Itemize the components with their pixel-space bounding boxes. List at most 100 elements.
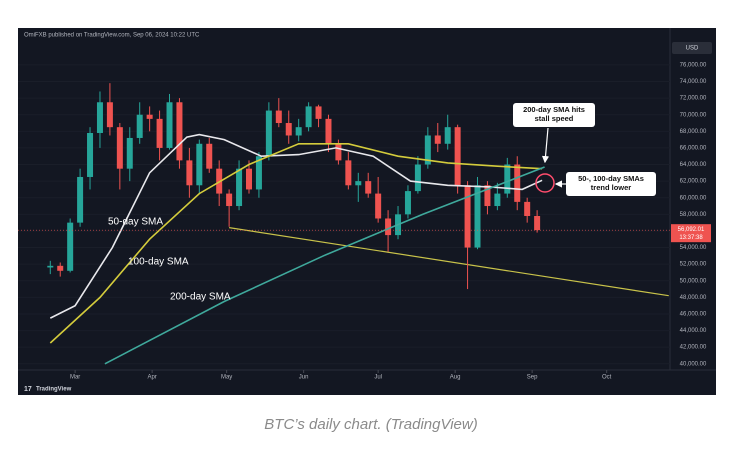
x-tick-label: Jul — [374, 375, 382, 381]
candle-body — [196, 143, 203, 186]
candle-body — [385, 218, 392, 236]
candle-body — [136, 114, 143, 138]
annotation-text: stall speed — [535, 114, 574, 123]
y-tick-label: 68,000.00 — [680, 129, 707, 135]
candle-body — [57, 265, 64, 271]
annotation-arrow — [541, 127, 550, 164]
y-tick-label: 70,000.00 — [680, 112, 707, 118]
candle-body — [176, 102, 183, 161]
y-tick-label: 60,000.00 — [680, 195, 707, 201]
candle-body — [484, 185, 491, 207]
candle-body — [146, 114, 153, 119]
candle-body — [305, 106, 312, 128]
y-tick-label: 62,000.00 — [680, 179, 707, 185]
x-tick-label: Mar — [70, 375, 80, 381]
candle-body — [206, 143, 213, 169]
candle-body — [464, 185, 471, 248]
candle-body — [375, 193, 382, 219]
sma-line — [49, 143, 543, 344]
header: OmiFXB published on TradingView.com, Sep… — [24, 33, 200, 39]
candle-body — [275, 110, 282, 124]
x-tick-label: Apr — [147, 375, 156, 381]
candle-body — [534, 216, 541, 231]
y-tick-label: 64,000.00 — [680, 162, 707, 168]
x-tick-label: Aug — [450, 375, 461, 381]
last-price-box — [671, 224, 711, 243]
series-label: 50-day SMA — [108, 217, 163, 228]
x-tick-label: May — [221, 375, 232, 381]
currency: USD — [686, 46, 699, 52]
annotation-text: trend lower — [591, 183, 632, 192]
caption: BTC’s daily chart. (TradingView) — [264, 416, 477, 433]
y-tick-label: 48,000.00 — [680, 295, 707, 301]
chart-background — [18, 28, 716, 395]
last-price-label: 56,092.01 — [678, 227, 705, 233]
candle-body — [325, 118, 332, 144]
currency-badge — [672, 42, 712, 54]
candle-body — [156, 118, 163, 148]
y-tick-label: 54,000.00 — [680, 245, 707, 251]
y-tick-label: 40,000.00 — [680, 361, 707, 367]
annotation-text: 200-day SMA hits — [523, 105, 585, 114]
annotation-text: 50-, 100-day SMAs — [578, 174, 644, 183]
logo: 17 — [24, 386, 32, 393]
series-label: 100-day SMA — [128, 257, 189, 268]
candle-body — [514, 164, 521, 202]
candle-body — [96, 102, 103, 133]
candle-body — [424, 135, 431, 165]
candle-body — [265, 110, 272, 157]
y-tick-label: 42,000.00 — [680, 345, 707, 351]
candle-body — [494, 193, 501, 207]
y-tick-label: 72,000.00 — [680, 96, 707, 102]
candle-body — [335, 143, 342, 161]
x-tick-label: Sep — [527, 375, 538, 381]
x-tick-label: Oct — [602, 375, 612, 381]
candle-body — [67, 222, 74, 271]
candle-body — [47, 265, 54, 268]
candle-body — [355, 181, 362, 186]
candle-body — [255, 156, 262, 190]
sma-line — [104, 166, 545, 365]
trendline — [229, 227, 669, 297]
candle-body — [126, 137, 133, 169]
candle-body — [454, 127, 461, 186]
candle-body — [524, 201, 531, 216]
candle-body — [444, 127, 451, 144]
annotation-box — [513, 103, 595, 127]
candle-body — [116, 127, 123, 169]
countdown-label: 13:37:38 — [679, 235, 703, 241]
candle-body — [285, 123, 292, 136]
candle-body — [87, 132, 94, 177]
y-tick-label: 74,000.00 — [680, 79, 707, 85]
watermark: TradingView — [36, 387, 72, 393]
y-tick-label: 52,000.00 — [680, 262, 707, 268]
candle-body — [245, 168, 252, 190]
candle-body — [315, 106, 322, 119]
candle-body — [295, 127, 302, 136]
series-label: 200-day SMA — [170, 292, 231, 303]
candle-body — [365, 181, 372, 194]
y-tick-label: 66,000.00 — [680, 146, 707, 152]
candle-body — [434, 135, 441, 144]
candle-body — [236, 168, 243, 207]
candle-body — [474, 185, 481, 248]
candle-body — [77, 176, 84, 223]
x-tick-label: Jun — [299, 375, 309, 381]
plot — [47, 83, 669, 365]
candle-body — [226, 193, 233, 207]
y-tick-label: 44,000.00 — [680, 328, 707, 334]
annotation-box — [566, 172, 656, 196]
y-tick-label: 76,000.00 — [680, 62, 707, 68]
candle-body — [504, 164, 511, 194]
candle-body — [186, 160, 193, 186]
candle-body — [106, 102, 113, 128]
y-tick-label: 50,000.00 — [680, 278, 707, 284]
candle-body — [166, 102, 173, 148]
y-tick-label: 58,000.00 — [680, 212, 707, 218]
highlight-circle — [535, 173, 555, 193]
candle-body — [345, 160, 352, 186]
candle-body — [404, 191, 411, 215]
sma-line — [49, 133, 543, 319]
